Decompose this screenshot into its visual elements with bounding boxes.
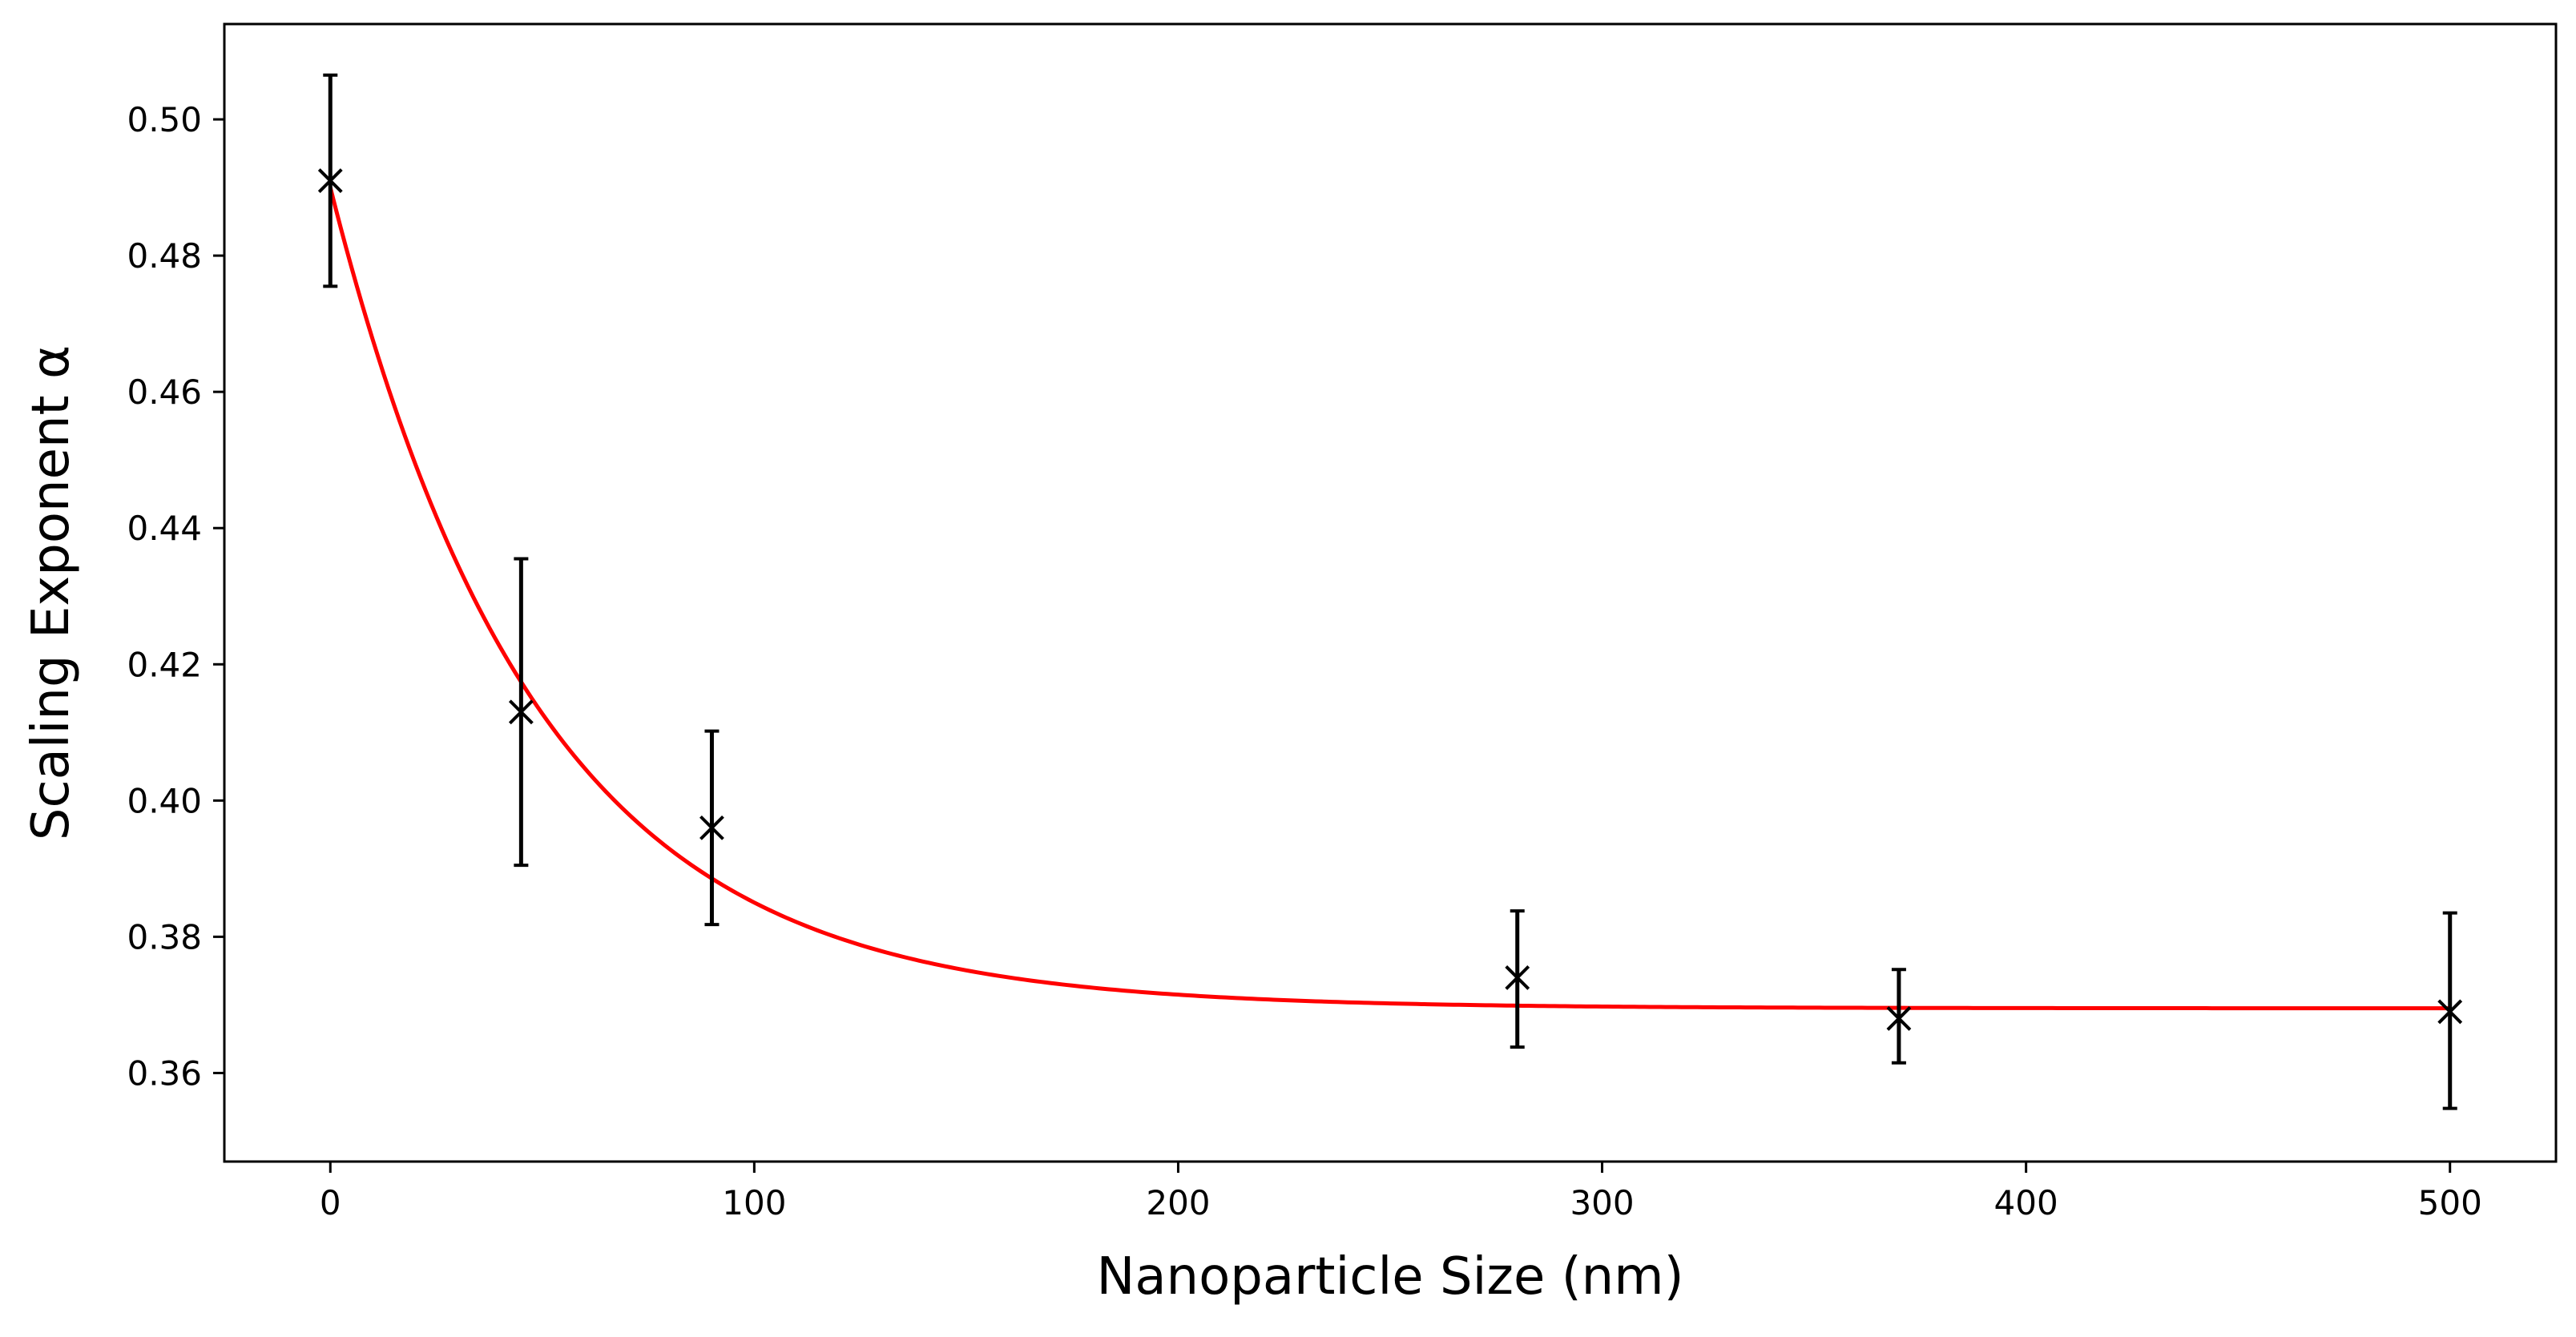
marker-stroke xyxy=(1886,1006,1912,1031)
y-tick-label: 0.40 xyxy=(127,781,202,820)
fit-curve-line xyxy=(328,187,2450,1011)
data-point-group xyxy=(2437,911,2463,1110)
x-tick-label: 400 xyxy=(1994,1183,2058,1222)
y-tick-label: 0.46 xyxy=(127,373,202,412)
x-tick-label: 200 xyxy=(1146,1183,1210,1222)
y-tick-label: 0.48 xyxy=(127,236,202,276)
marker-stroke xyxy=(1505,965,1530,990)
y-tick-label: 0.42 xyxy=(127,645,202,684)
fit-curve-layer xyxy=(328,187,2450,1011)
x-tick-label: 300 xyxy=(1570,1183,1634,1222)
data-point-marker xyxy=(1886,1006,1912,1031)
data-point-marker xyxy=(1505,965,1530,990)
y-tick-label: 0.38 xyxy=(127,917,202,956)
y-axis-ticks: 0.36 0.38 0.40 0.42 0.44 0.46 0.48 0.50 xyxy=(127,100,224,1093)
x-tick-label: 0 xyxy=(320,1183,341,1222)
y-tick-label: 0.44 xyxy=(127,509,202,548)
marker-stroke xyxy=(2437,999,2463,1025)
data-point-group xyxy=(508,557,534,868)
y-tick-label: 0.36 xyxy=(127,1053,202,1093)
marker-stroke xyxy=(699,815,724,840)
x-axis-title: Nanoparticle Size (nm) xyxy=(1096,1247,1683,1307)
plot-area-background xyxy=(224,24,2556,1162)
data-point-marker xyxy=(699,815,724,840)
data-points-layer xyxy=(317,73,2463,1110)
plot-frame xyxy=(223,22,2558,1163)
data-point-group xyxy=(699,729,724,927)
y-axis-title: Scaling Exponent α xyxy=(22,345,81,840)
data-point-marker xyxy=(508,699,534,725)
data-point-group xyxy=(317,73,343,288)
x-axis-ticks: 0 100 200 300 400 500 xyxy=(320,1162,2482,1222)
data-point-marker xyxy=(317,168,343,193)
data-point-marker xyxy=(2437,999,2463,1025)
marker-stroke xyxy=(317,168,343,193)
data-point-group xyxy=(1505,909,1530,1049)
marker-stroke xyxy=(508,699,534,725)
data-point-group xyxy=(1886,968,1912,1065)
x-tick-label: 500 xyxy=(2418,1183,2482,1222)
x-tick-label: 100 xyxy=(722,1183,786,1222)
y-tick-label: 0.50 xyxy=(127,100,202,139)
